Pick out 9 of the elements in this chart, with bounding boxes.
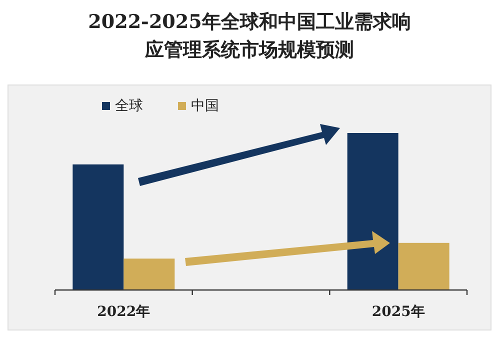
x-tick-label: 2025年	[372, 304, 425, 320]
x-tick-label: 2022年	[97, 304, 150, 320]
bar	[72, 164, 124, 290]
bar	[398, 242, 450, 290]
chart-title: 2022-2025年全球和中国工业需求响应管理系统市场规模预测	[88, 11, 411, 61]
legend-label: 全球	[115, 98, 143, 114]
bar	[347, 133, 398, 290]
bar	[124, 258, 175, 290]
legend-label: 中国	[191, 98, 219, 114]
